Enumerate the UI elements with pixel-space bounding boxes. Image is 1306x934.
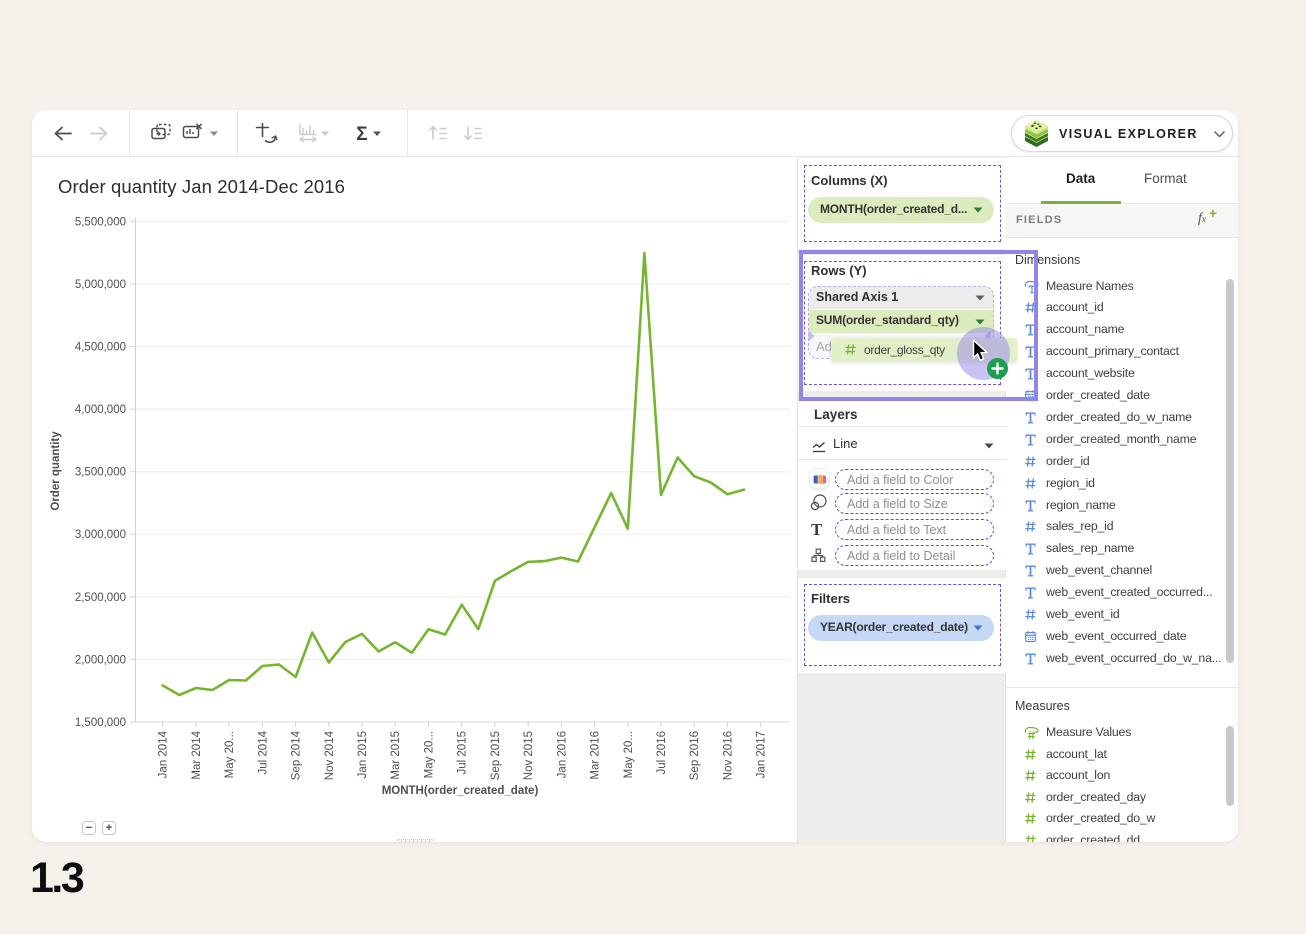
svg-text:Jul 2016: Jul 2016 [656, 731, 668, 774]
svg-text:5,500,000: 5,500,000 [75, 216, 126, 228]
svg-text:4,000,000: 4,000,000 [75, 404, 126, 416]
svg-text:2,000,000: 2,000,000 [75, 654, 126, 666]
svg-text:Jul 2014: Jul 2014 [257, 730, 269, 774]
svg-text:Nov 2014: Nov 2014 [324, 730, 336, 780]
svg-text:Jan 2015: Jan 2015 [357, 731, 369, 778]
svg-text:2,500,000: 2,500,000 [75, 592, 126, 604]
svg-text:Sep 2014: Sep 2014 [291, 730, 303, 780]
svg-text:MONTH(order_created_date): MONTH(order_created_date) [382, 785, 539, 797]
svg-text:Mar 2016: Mar 2016 [590, 731, 602, 780]
svg-text:Jan 2016: Jan 2016 [556, 731, 568, 778]
svg-text:4,500,000: 4,500,000 [75, 342, 126, 354]
svg-text:Sep 2016: Sep 2016 [689, 731, 701, 780]
svg-text:3,000,000: 3,000,000 [75, 529, 126, 541]
svg-text:1,500,000: 1,500,000 [75, 717, 126, 729]
svg-text:3,500,000: 3,500,000 [75, 467, 126, 479]
svg-text:Nov 2015: Nov 2015 [523, 731, 535, 780]
svg-text:Sep 2015: Sep 2015 [490, 731, 502, 780]
svg-text:Mar 2015: Mar 2015 [390, 731, 402, 780]
svg-text:Jan 2014: Jan 2014 [158, 730, 170, 778]
svg-text:Σ: Σ [356, 124, 367, 145]
svg-text:5,000,000: 5,000,000 [75, 279, 126, 291]
svg-text:Order quantity: Order quantity [50, 431, 62, 511]
svg-text:Mar 2014: Mar 2014 [191, 730, 203, 779]
svg-text:Jan 2017: Jan 2017 [756, 731, 768, 778]
svg-text:May 20...: May 20... [424, 731, 436, 778]
svg-text:Nov 2016: Nov 2016 [722, 731, 734, 780]
svg-text:May 20...: May 20... [623, 731, 635, 778]
svg-text:May 20...: May 20... [224, 731, 236, 778]
svg-text:Jul 2015: Jul 2015 [457, 731, 469, 774]
